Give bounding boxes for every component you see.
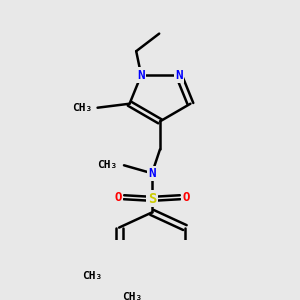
Text: O: O <box>114 191 122 204</box>
Text: CH₃: CH₃ <box>72 103 93 113</box>
Text: CH₃: CH₃ <box>97 160 117 170</box>
Text: N: N <box>137 69 145 82</box>
Text: N: N <box>175 69 183 82</box>
Text: O: O <box>182 191 190 204</box>
Text: CH₃: CH₃ <box>122 292 142 300</box>
Text: CH₃: CH₃ <box>82 271 102 281</box>
Text: N: N <box>148 167 156 180</box>
Text: S: S <box>148 192 156 206</box>
